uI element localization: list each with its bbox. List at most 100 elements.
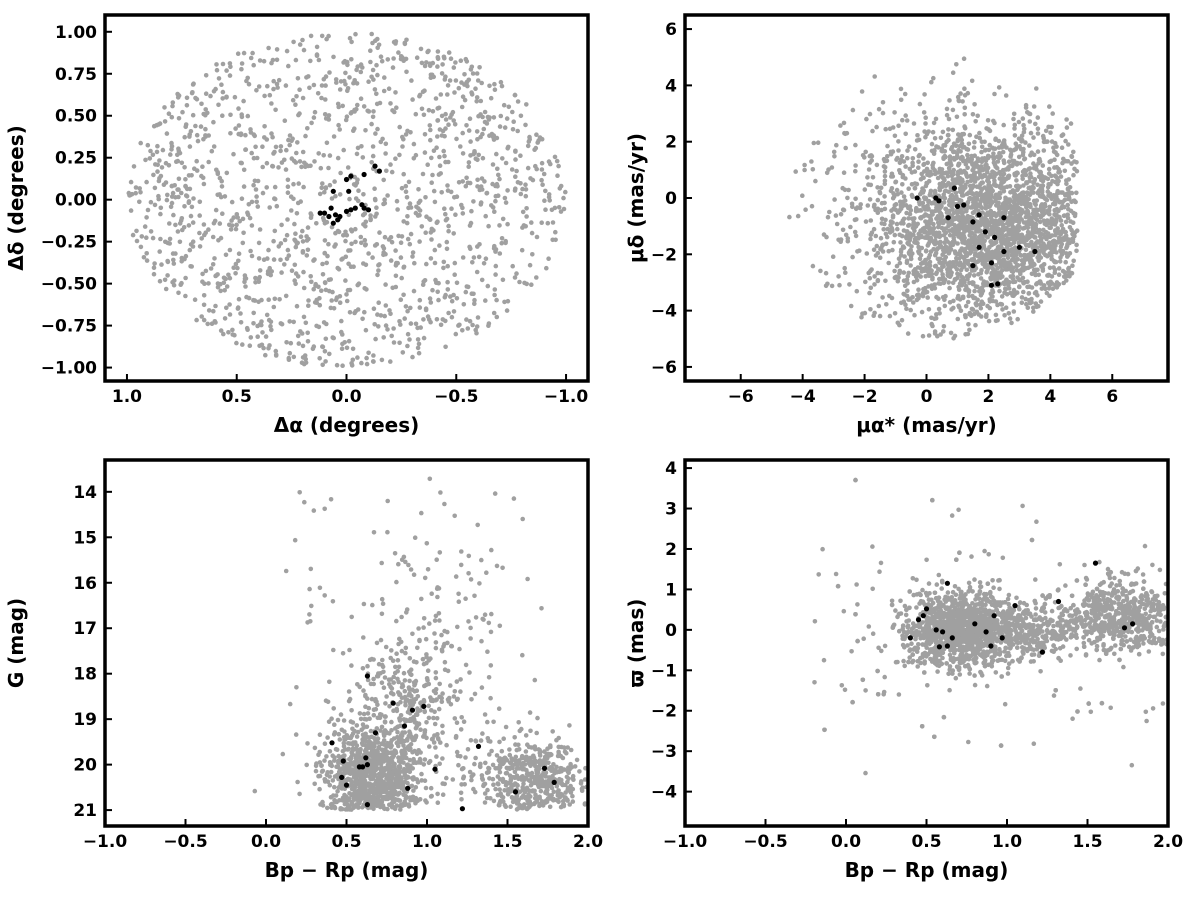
- field-point: [458, 58, 464, 63]
- field-point: [296, 341, 302, 346]
- field-point: [187, 186, 193, 192]
- field-point: [374, 101, 380, 107]
- field-point: [556, 205, 562, 210]
- field-point: [343, 70, 348, 76]
- x-tick-label: −6: [728, 387, 754, 407]
- field-point: [128, 208, 134, 213]
- field-point: [976, 203, 982, 209]
- field-point: [977, 258, 982, 263]
- field-point: [326, 165, 331, 171]
- field-point: [232, 94, 238, 100]
- field-point: [463, 183, 469, 189]
- field-point: [494, 314, 500, 320]
- field-point: [513, 149, 518, 154]
- field-point: [967, 311, 972, 317]
- field-point: [881, 227, 886, 232]
- field-point: [1007, 316, 1013, 321]
- field-point: [481, 261, 487, 266]
- field-point: [502, 299, 507, 305]
- field-point: [1073, 199, 1078, 205]
- field-point: [176, 194, 181, 200]
- field-point: [318, 165, 324, 171]
- field-point: [859, 89, 865, 94]
- field-point: [932, 136, 938, 141]
- field-point: [529, 230, 535, 236]
- field-point: [901, 245, 907, 250]
- field-point: [151, 172, 156, 178]
- field-point: [946, 223, 951, 229]
- field-point: [220, 113, 225, 118]
- field-point: [351, 128, 356, 133]
- field-point: [982, 156, 988, 162]
- field-point: [973, 284, 979, 289]
- field-point: [842, 265, 847, 271]
- field-point: [419, 224, 425, 229]
- field-point: [500, 277, 506, 283]
- field-point: [1023, 168, 1029, 174]
- field-point: [993, 248, 999, 253]
- field-point: [339, 329, 344, 335]
- field-point: [482, 109, 488, 115]
- field-point: [965, 213, 970, 219]
- field-point: [960, 213, 965, 219]
- field-point: [396, 50, 401, 55]
- field-point: [464, 317, 469, 322]
- field-point: [1068, 121, 1074, 126]
- field-point: [968, 247, 974, 252]
- field-point: [382, 75, 387, 80]
- field-point: [908, 234, 913, 240]
- field-point: [489, 611, 494, 617]
- field-point: [530, 177, 536, 183]
- field-point: [894, 221, 900, 227]
- y-tick-label: −0.50: [41, 275, 97, 295]
- field-point: [218, 235, 224, 241]
- member-point: [970, 219, 976, 225]
- field-point: [505, 188, 510, 193]
- field-point: [1001, 257, 1006, 263]
- y-tick-label: 0.00: [55, 191, 97, 211]
- field-point: [840, 227, 846, 233]
- field-point: [905, 148, 910, 153]
- field-point: [985, 268, 990, 273]
- field-point: [191, 196, 196, 201]
- field-point: [467, 244, 472, 250]
- field-point: [1062, 274, 1068, 280]
- field-point: [966, 190, 971, 195]
- field-point: [354, 723, 360, 728]
- x-tick-label: 0: [921, 387, 933, 407]
- field-point: [1045, 189, 1051, 194]
- field-point: [922, 235, 928, 240]
- field-point: [926, 178, 932, 184]
- field-point: [467, 180, 473, 186]
- field-point: [960, 99, 965, 104]
- field-point: [1038, 177, 1044, 183]
- field-point: [397, 152, 402, 158]
- field-point: [1022, 279, 1027, 285]
- field-point: [256, 240, 262, 246]
- field-point: [273, 348, 279, 354]
- field-point: [1013, 211, 1018, 216]
- field-point: [524, 214, 529, 219]
- field-point: [186, 200, 192, 206]
- field-point: [1007, 227, 1012, 233]
- field-point: [550, 220, 556, 225]
- field-point: [897, 271, 902, 276]
- field-point: [840, 185, 845, 191]
- field-point: [534, 132, 539, 137]
- field-point: [211, 144, 217, 149]
- field-point: [952, 157, 957, 162]
- field-point: [251, 310, 256, 316]
- field-point: [266, 297, 272, 303]
- field-point: [480, 731, 485, 736]
- field-point: [182, 204, 187, 209]
- field-point: [206, 281, 211, 286]
- field-point: [898, 86, 904, 92]
- field-point: [1045, 244, 1051, 249]
- field-point: [227, 302, 232, 307]
- field-point: [339, 346, 345, 352]
- field-point: [466, 128, 472, 133]
- field-point: [375, 45, 381, 51]
- field-point: [287, 319, 293, 324]
- field-point: [218, 288, 223, 294]
- field-point: [157, 278, 163, 284]
